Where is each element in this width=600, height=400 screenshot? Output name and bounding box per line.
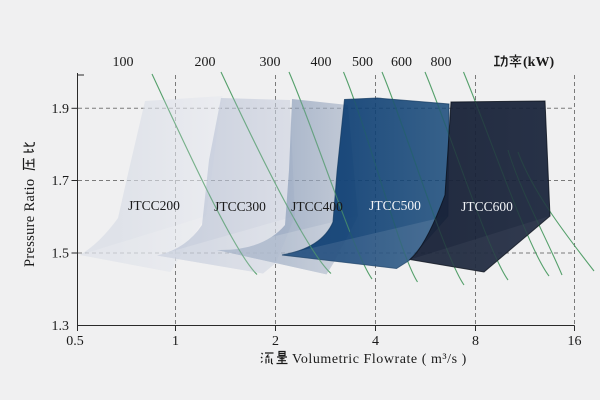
svg-text:(kW): (kW) [523, 55, 554, 70]
svg-text:1.5: 1.5 [52, 247, 70, 262]
svg-text:500: 500 [352, 55, 373, 70]
svg-text:600: 600 [391, 55, 412, 70]
svg-text:1: 1 [172, 334, 179, 349]
svg-text:2: 2 [272, 334, 279, 349]
svg-text:1.3: 1.3 [52, 319, 70, 334]
svg-text:1.7: 1.7 [52, 174, 70, 189]
svg-text:300: 300 [260, 55, 281, 70]
svg-text:8: 8 [472, 334, 479, 349]
svg-text:JTCC400: JTCC400 [291, 199, 343, 214]
svg-text:16: 16 [568, 334, 582, 349]
svg-text:1.9: 1.9 [52, 102, 70, 117]
svg-text:JTCC500: JTCC500 [369, 198, 421, 213]
svg-text:Volumetric Flowrate ( m³/s ): Volumetric Flowrate ( m³/s ) [292, 352, 467, 367]
svg-text:400: 400 [311, 55, 332, 70]
svg-text:JTCC600: JTCC600 [461, 199, 513, 214]
svg-text:0.5: 0.5 [66, 334, 84, 349]
svg-text:800: 800 [431, 55, 452, 70]
svg-text:JTCC200: JTCC200 [128, 198, 180, 213]
svg-text:200: 200 [195, 55, 216, 70]
svg-text:100: 100 [113, 55, 134, 70]
svg-text:Pressure Ratio: Pressure Ratio [22, 179, 38, 267]
svg-text:4: 4 [372, 334, 379, 349]
svg-text:JTCC300: JTCC300 [214, 199, 266, 214]
